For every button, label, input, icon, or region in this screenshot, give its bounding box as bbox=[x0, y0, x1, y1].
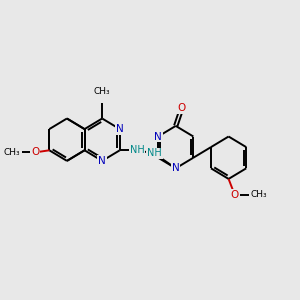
Text: O: O bbox=[31, 147, 39, 158]
Text: NH: NH bbox=[147, 148, 162, 158]
Text: NH: NH bbox=[130, 145, 145, 155]
Text: N: N bbox=[172, 163, 180, 173]
Text: CH₃: CH₃ bbox=[250, 190, 267, 199]
Text: N: N bbox=[154, 131, 162, 142]
Text: CH₃: CH₃ bbox=[94, 87, 110, 96]
Text: CH₃: CH₃ bbox=[4, 148, 20, 157]
Text: N: N bbox=[98, 156, 106, 166]
Text: O: O bbox=[178, 103, 186, 113]
Text: O: O bbox=[231, 190, 239, 200]
Text: N: N bbox=[116, 124, 124, 134]
